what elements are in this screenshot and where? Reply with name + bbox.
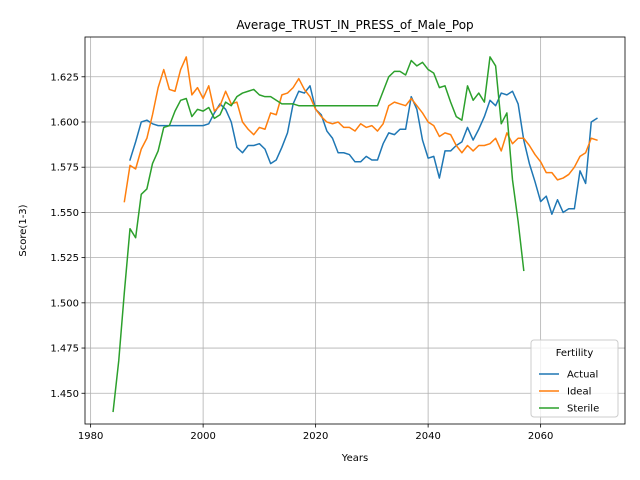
legend-label-sterile: Sterile	[567, 404, 599, 415]
y-axis-ticks: 1.450 1.475 1.500 1.525 1.550 1.575 1.600 1.625	[50, 72, 85, 400]
legend: Fertility Actual Ideal Sterile	[530, 339, 619, 418]
y-tick-label: 1.525	[50, 253, 79, 264]
grid-lines	[85, 37, 625, 424]
x-tick-label: 2020	[303, 431, 328, 442]
x-axis-label: Years	[341, 453, 368, 464]
y-axis-label: Score(1-3)	[18, 204, 29, 256]
y-tick-label: 1.600	[50, 117, 79, 128]
y-tick-label: 1.450	[50, 389, 79, 400]
series-line-actual	[129, 85, 598, 215]
x-tick-label: 2000	[190, 431, 215, 442]
x-tick-label: 2060	[528, 431, 553, 442]
legend-label-actual: Actual	[567, 370, 598, 381]
x-tick-label: 2040	[415, 431, 440, 442]
plot-area-frame	[84, 36, 626, 425]
series-line-ideal	[123, 56, 598, 203]
chart-title: Average_TRUST_IN_PRESS_of_Male_Pop	[236, 18, 473, 32]
y-tick-label: 1.550	[50, 208, 79, 219]
y-tick-label: 1.575	[50, 163, 79, 174]
legend-title: Fertility	[556, 348, 594, 359]
legend-items: Actual Ideal Sterile	[539, 370, 599, 415]
series-lines	[112, 56, 598, 413]
x-axis-ticks: 1980 2000 2020 2040 2060	[78, 424, 553, 442]
legend-box	[530, 339, 619, 418]
y-tick-label: 1.625	[50, 72, 79, 83]
legend-label-ideal: Ideal	[567, 387, 591, 398]
series-line-sterile	[112, 56, 525, 413]
y-tick-label: 1.475	[50, 344, 79, 355]
y-tick-label: 1.500	[50, 298, 79, 309]
x-tick-label: 1980	[78, 431, 103, 442]
